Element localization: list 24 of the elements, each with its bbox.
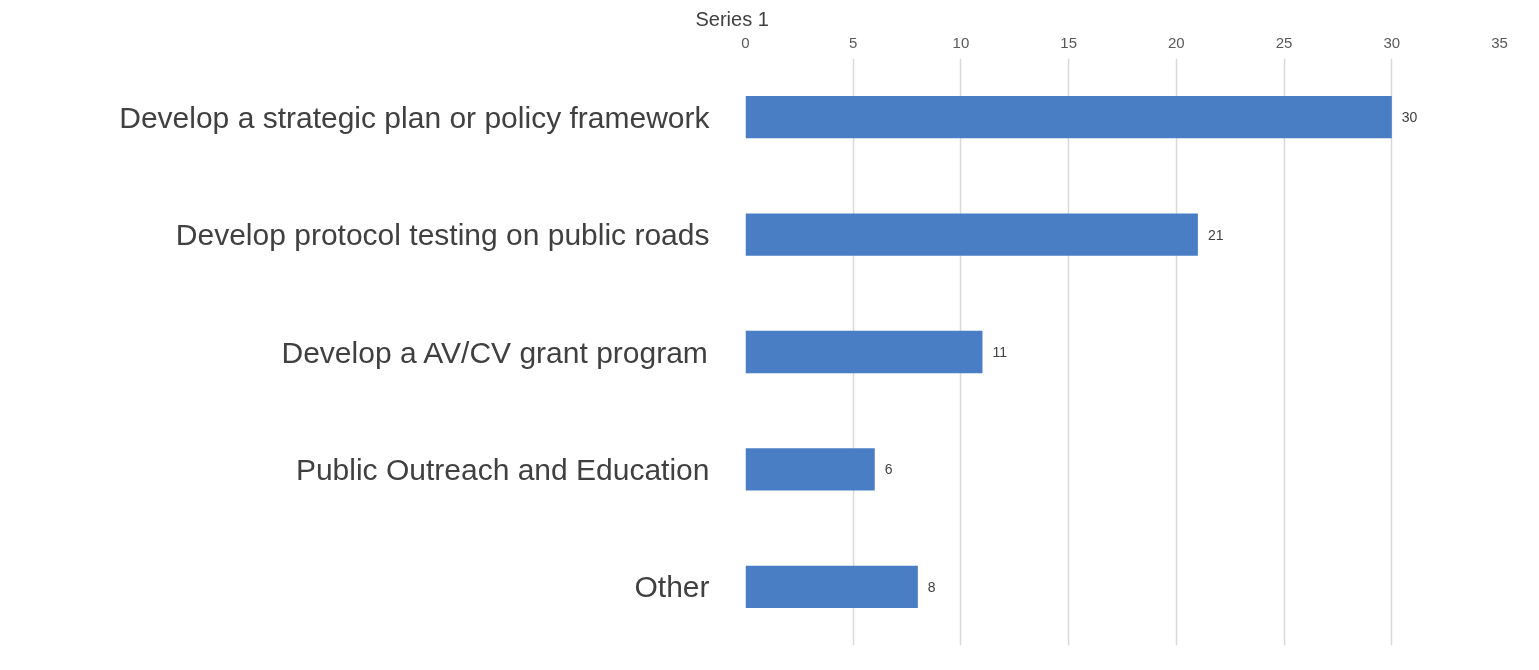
- x-tick-label: 10: [952, 33, 970, 51]
- data-label: 8: [927, 578, 936, 595]
- chart-title: Series 1: [695, 7, 769, 30]
- y-tick-label: Develop a AV/CV grant program: [281, 335, 708, 369]
- data-label: 21: [1207, 226, 1224, 243]
- data-label: 30: [1401, 109, 1418, 126]
- y-tick-label: Other: [634, 570, 710, 604]
- x-tick-label: 0: [741, 33, 750, 51]
- y-tick-label: Develop a strategic plan or policy framework: [119, 100, 711, 134]
- x-tick-label: 25: [1275, 33, 1293, 51]
- bar: [745, 330, 983, 374]
- bar: [745, 96, 1392, 139]
- y-tick-label: Public Outreach and Education: [295, 452, 710, 486]
- bar: [745, 565, 918, 608]
- x-tick-label: 35: [1491, 33, 1508, 51]
- x-tick-label: 15: [1060, 33, 1077, 51]
- data-label: 6: [884, 461, 893, 478]
- bar: [745, 448, 875, 491]
- x-tick-label: 30: [1383, 33, 1401, 51]
- x-tick-label: 5: [849, 33, 858, 51]
- x-tick-label: 20: [1168, 33, 1185, 51]
- y-tick-label: Develop protocol testing on public roads: [175, 218, 710, 252]
- data-label: 11: [992, 344, 1008, 360]
- bar: [745, 213, 1198, 256]
